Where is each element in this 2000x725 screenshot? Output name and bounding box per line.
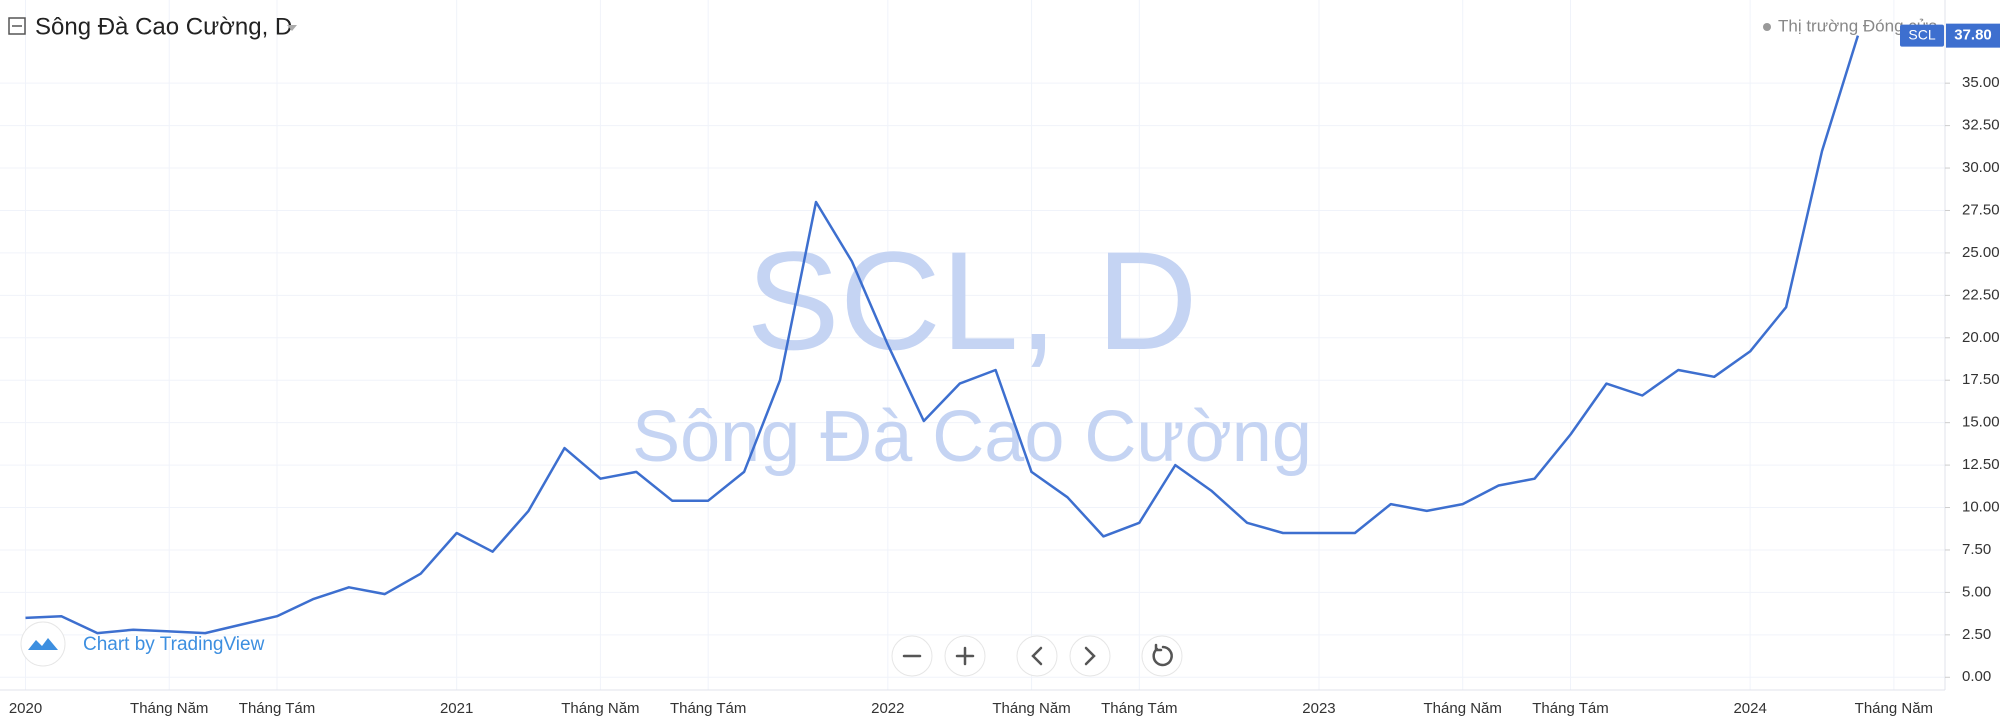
logo: [28, 638, 58, 650]
y-tick-label: 32.50: [1962, 117, 2000, 134]
logo-circle[interactable]: [20, 621, 66, 667]
x-tick-label: Tháng Tám: [670, 700, 746, 717]
x-tick-label: 2023: [1302, 700, 1335, 717]
last-price-label: 37.80: [1954, 27, 1992, 44]
status-dot: [1763, 23, 1771, 31]
y-tick-label: 2.50: [1962, 626, 1991, 643]
dropdown-arrow[interactable]: [287, 25, 297, 31]
y-tick-label: 0.00: [1962, 668, 1991, 685]
x-tick-label: Tháng Năm: [561, 700, 639, 717]
y-tick-label: 5.00: [1962, 583, 1991, 600]
x-tick-label: Tháng Năm: [992, 700, 1070, 717]
y-tick-label: 10.00: [1962, 498, 2000, 515]
watermark-name: Sông Đà Cao Cường: [632, 397, 1312, 477]
y-tick-label: 12.50: [1962, 456, 2000, 473]
x-tick-label: Tháng Tám: [239, 700, 315, 717]
y-tick-label: 15.00: [1962, 414, 2000, 431]
y-tick-label: 7.50: [1962, 541, 1991, 558]
last-price-bg: [1946, 23, 2000, 48]
x-tick-label: 2021: [440, 700, 473, 717]
price-line: [25, 35, 1860, 635]
x-tick-label: 2024: [1733, 700, 1766, 717]
scroll-right[interactable]: [1069, 635, 1111, 677]
scroll-left[interactable]: [1016, 635, 1058, 677]
symbol-tag-bg: [1900, 24, 1944, 47]
reset[interactable]: [1141, 635, 1183, 677]
x-tick-label: Tháng Năm: [1424, 700, 1502, 717]
plot: [25, 35, 1860, 635]
market-status: Thị trường Đóng cửa: [1778, 16, 1938, 35]
y-tick-label: 27.50: [1962, 201, 2000, 218]
reset-icon: [1152, 643, 1173, 667]
x-tick-label: Tháng Tám: [1101, 700, 1177, 717]
x-tick-label: Tháng Tám: [1532, 700, 1608, 717]
scroll-right-icon: [1084, 646, 1096, 666]
branding[interactable]: Chart by TradingView: [83, 634, 265, 655]
toolbar: [891, 635, 1183, 677]
x-tick-label: Tháng Năm: [1855, 700, 1933, 717]
scroll-left-icon: [1031, 646, 1043, 666]
y-tick-label: 20.00: [1962, 329, 2000, 346]
chart-title: Sông Đà Cao Cường, D: [35, 13, 292, 40]
y-tick-label: 30.00: [1962, 159, 2000, 176]
symbol-tag: SCL: [1908, 26, 1935, 42]
x-tick-label: 2020: [9, 700, 42, 717]
y-tick-label: 17.50: [1962, 371, 2000, 388]
x-tick-label: 2022: [871, 700, 904, 717]
x-tick-label: Tháng Năm: [130, 700, 208, 717]
watermark-symbol: SCL, D: [746, 222, 1197, 379]
y-tick-label: 22.50: [1962, 286, 2000, 303]
zoom-in-icon: [955, 646, 975, 666]
collapse-icon[interactable]: [8, 17, 26, 35]
y-tick-label: 35.00: [1962, 74, 2000, 91]
y-tick-label: 25.00: [1962, 244, 2000, 261]
